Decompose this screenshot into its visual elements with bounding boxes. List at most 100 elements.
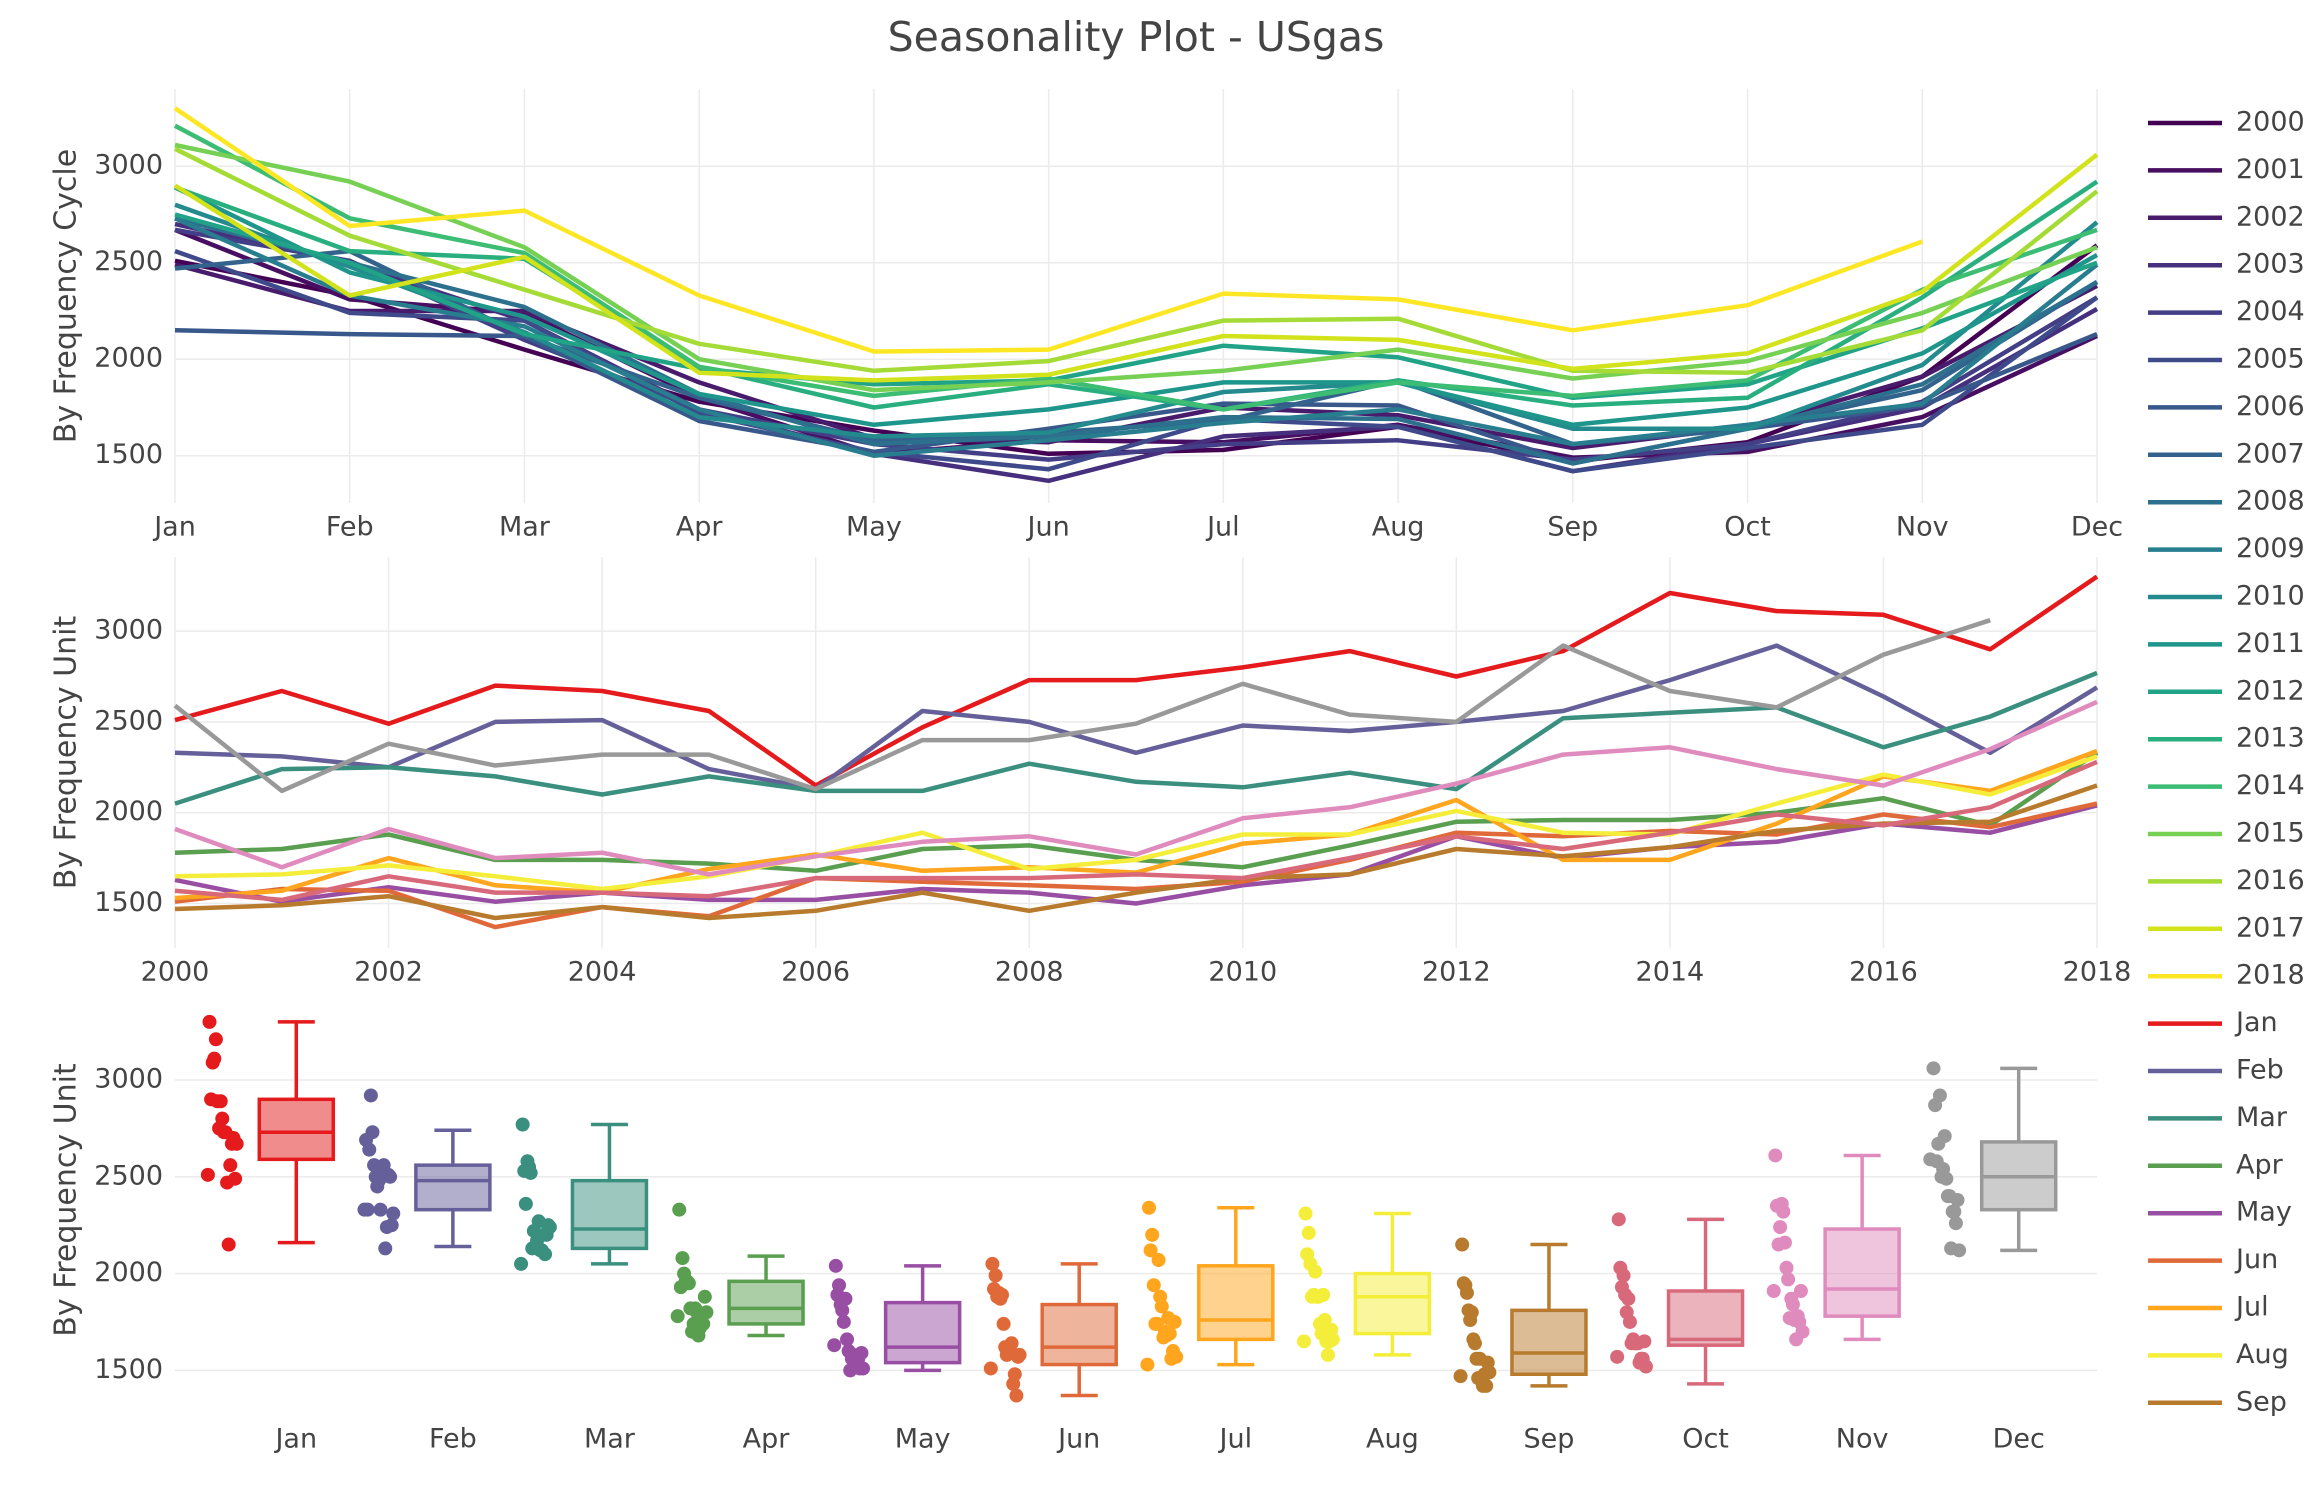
data-point [363,1088,378,1103]
data-point [1455,1237,1470,1252]
legend-label: 2005 [2236,344,2305,375]
data-point [841,1344,856,1359]
data-point [673,1280,688,1295]
data-point [1304,1289,1319,1304]
legend-label: 2000 [2236,107,2305,138]
data-point [1944,1241,1959,1256]
series-line [174,328,2098,466]
data-point [1466,1332,1481,1347]
data-point [223,1158,238,1173]
x-tick-label: Aug [1366,1424,1419,1455]
series-line [173,106,1924,354]
legend-label: 2012 [2236,675,2305,706]
x-tick-label: Nov [1896,512,1949,543]
x-tick-label: 2012 [1422,957,1491,988]
data-point [1611,1212,1626,1227]
x-tick-label: Feb [429,1424,477,1455]
series-line [174,803,2098,906]
x-tick-label: May [895,1424,951,1455]
data-point [518,1196,533,1211]
data-point [843,1363,858,1378]
legend-label: Aug [2236,1339,2289,1370]
y-tick-label: 3000 [94,1063,163,1094]
data-point [376,1158,391,1173]
data-point [828,1258,843,1273]
data-point [202,1014,217,1029]
data-point [1301,1225,1316,1240]
data-point [1929,1154,1944,1169]
x-tick-label: Dec [2071,512,2123,543]
data-point [1928,1098,1943,1113]
data-point [212,1121,227,1136]
data-point [987,1282,1002,1297]
series-line [173,618,1991,794]
data-point [685,1324,700,1339]
data-point [1006,1376,1021,1391]
x-tick-label: 2018 [2063,957,2132,988]
y-tick-label: 1500 [94,887,163,918]
data-point [1931,1136,1946,1151]
data-point [379,1220,394,1235]
legend-label: Apr [2236,1149,2284,1180]
legend-label: 2014 [2236,770,2305,801]
data-point [1469,1351,1484,1366]
data-point [1161,1311,1176,1326]
data-point [699,1305,714,1320]
legend-label: 2003 [2236,249,2305,280]
data-point [998,1340,1013,1355]
x-tick-label: Feb [326,512,374,543]
x-tick-label: May [846,512,902,543]
x-tick-label: Sep [1547,512,1598,543]
data-point [204,1092,219,1107]
x-tick-label: Nov [1836,1424,1889,1455]
data-point [360,1202,375,1217]
data-point [1151,1253,1166,1268]
legend: 2000 2001 2002 2003 2004 2005 2006 2007 2008 2009… [2148,107,2305,1417]
data-point [1619,1305,1634,1320]
data-point [1141,1200,1156,1215]
data-point [367,1158,382,1173]
data-point [1298,1206,1313,1221]
data-point [827,1338,842,1353]
chart-title: Seasonality Plot - USgas [888,13,1385,61]
data-point [220,1175,235,1190]
data-point [526,1223,541,1238]
data-point [1153,1289,1168,1304]
legend-label: 2015 [2236,818,2305,849]
data-point [514,1256,529,1271]
data-point [1784,1291,1799,1306]
data-point [675,1251,690,1266]
x-tick-label: Jun [1056,1424,1100,1455]
data-point [1320,1347,1335,1362]
data-point [1781,1272,1796,1287]
box [1823,1227,1901,1318]
data-point [1793,1283,1808,1298]
x-tick-label: Aug [1372,512,1425,543]
x-tick-label: Jul [1218,1424,1253,1455]
series-line [174,142,2098,393]
box [1197,1264,1275,1342]
data-point [1312,1316,1327,1331]
box [1666,1289,1745,1347]
series-line [173,146,2099,375]
data-point [1926,1061,1941,1076]
series-line [174,699,2098,877]
legend-label: 2007 [2236,438,2305,469]
legend-label: 2004 [2236,296,2305,327]
data-point [1471,1371,1486,1386]
data-point [1940,1189,1955,1204]
panel: 1500 2000 2500 3000 By Frequency Unit Jan Feb M… [49,1014,2097,1455]
data-point [208,1032,223,1047]
legend-label: 2008 [2236,486,2305,517]
x-tick-label: Apr [743,1424,791,1455]
x-tick-label: 2002 [354,957,423,988]
x-tick-label: Jan [152,512,196,543]
series-line [174,759,2098,903]
x-tick-label: 2000 [141,957,210,988]
data-point [378,1241,393,1256]
data-point [1610,1349,1625,1364]
y-tick-label: 2500 [94,246,163,277]
data-point [988,1268,1003,1283]
legend-label: Jul [2234,1292,2269,1323]
data-point [836,1314,851,1329]
